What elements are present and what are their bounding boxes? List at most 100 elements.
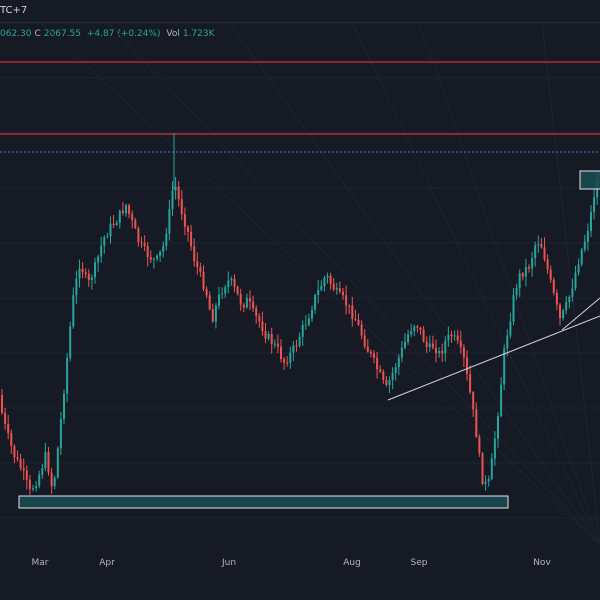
candle-body [475, 409, 478, 437]
candle-body [348, 305, 351, 307]
candle-body [329, 275, 332, 284]
candle-body [385, 379, 388, 385]
candle [258, 313, 261, 328]
candle-body [32, 488, 34, 490]
candle [450, 330, 453, 343]
candle [128, 203, 131, 219]
candle [419, 326, 422, 335]
candle-body [214, 305, 217, 322]
candle [146, 241, 149, 267]
x-axis-tick-label: Sep [411, 558, 428, 568]
candle-body [56, 448, 59, 478]
candle [25, 465, 28, 490]
candle-body [131, 214, 134, 221]
candle [475, 402, 478, 438]
candle [90, 273, 93, 290]
candle [391, 367, 394, 390]
candle [273, 339, 276, 348]
candle [211, 303, 214, 323]
candle [1, 388, 3, 415]
candle [462, 344, 465, 368]
candle-body [25, 470, 28, 480]
candle-body [199, 267, 202, 272]
candle [534, 241, 537, 267]
candle-body [270, 334, 273, 345]
candle-body [583, 241, 586, 250]
close-label: C [34, 29, 41, 39]
candle [292, 340, 295, 362]
x-axis-tick-label: Mar [32, 558, 49, 568]
candle-body [326, 275, 329, 278]
candle [56, 446, 59, 480]
candle [109, 216, 112, 244]
candle [242, 302, 245, 313]
candle [469, 365, 472, 395]
candle-body [218, 294, 220, 306]
candle [249, 290, 251, 311]
candle [190, 224, 193, 251]
candle-body [264, 331, 267, 339]
candle [509, 312, 512, 339]
candle [280, 339, 282, 363]
grid-line-vertical [39, 21, 600, 546]
candle [180, 189, 183, 221]
candle [162, 241, 165, 258]
candle-body [236, 286, 239, 294]
candle-body [177, 186, 180, 200]
candle-body [44, 452, 47, 469]
candle [199, 262, 202, 277]
candle [323, 275, 326, 292]
candle [156, 254, 158, 262]
candle [559, 302, 561, 326]
candle [521, 272, 524, 281]
timezone-label[interactable]: TC+7 [0, 5, 28, 16]
candle [571, 278, 574, 302]
candle [428, 335, 431, 352]
candle [447, 326, 450, 347]
candle-body [552, 279, 555, 294]
candle [140, 236, 143, 248]
candle-body [373, 353, 375, 358]
candle-body [404, 341, 406, 348]
candle-body [366, 346, 369, 352]
candle-body [295, 345, 298, 347]
candle-body [134, 220, 137, 229]
candle-body [187, 226, 189, 232]
candle-body [267, 334, 270, 339]
candle-body [493, 438, 496, 459]
candle-body [490, 458, 493, 479]
candle-body [549, 269, 552, 280]
candle [357, 313, 360, 327]
candle-body [419, 327, 422, 330]
drawings[interactable] [0, 61, 600, 509]
candle [342, 287, 344, 301]
candle [78, 259, 81, 288]
candle [69, 321, 72, 362]
candle-body [125, 205, 127, 214]
candle [490, 453, 493, 481]
candle [543, 237, 546, 262]
candle [32, 484, 34, 492]
candle-body [109, 223, 112, 237]
candle-body [38, 474, 41, 487]
candle-body [87, 273, 90, 280]
candle-body [292, 345, 295, 353]
candle-body [78, 268, 81, 279]
candle-body [72, 295, 75, 327]
candle-body [224, 287, 227, 294]
candle [159, 250, 162, 263]
candle [332, 278, 335, 292]
candle-body [16, 457, 19, 460]
candle [577, 258, 580, 276]
candle [524, 258, 527, 287]
candle [295, 339, 298, 352]
candle-body [301, 324, 304, 337]
candle [518, 269, 521, 298]
candle [106, 232, 109, 239]
candle [537, 235, 540, 254]
candle [255, 305, 258, 324]
candle [50, 467, 53, 494]
candle [481, 452, 484, 486]
candle [84, 268, 87, 279]
